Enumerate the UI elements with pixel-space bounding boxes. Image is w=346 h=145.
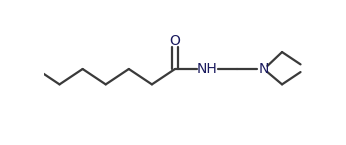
Text: O: O xyxy=(170,33,181,48)
Text: N: N xyxy=(258,62,269,76)
Text: NH: NH xyxy=(197,62,218,76)
